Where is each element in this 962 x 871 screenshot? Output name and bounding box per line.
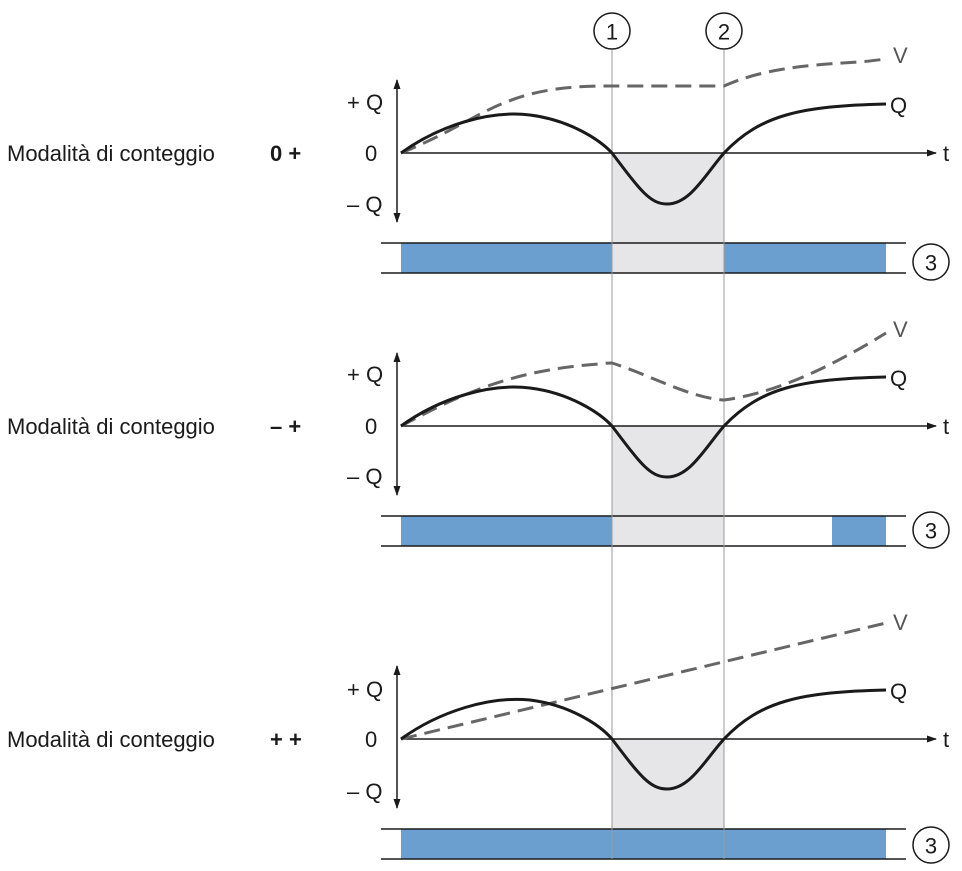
mode-label-panel-3: Modalità di conteggio [7,727,215,752]
t-label-panel-1: t [943,141,949,166]
output-bar-panel-1-a [401,243,612,273]
t-label-panel-2: t [943,414,949,439]
v-curve-panel-1 [400,57,887,155]
marker-3-label-panel-3: 3 [925,834,937,859]
marker-3-circle-panel-1 [912,243,950,281]
shade-panel-2 [612,426,724,546]
time-guide-lines [611,50,725,859]
mode-label-panel-1: Modalità di conteggio [7,141,215,166]
zero-label-panel-3: 0 [365,727,377,752]
output-bar-panel-3 [401,829,886,859]
marker-1-label: 1 [606,20,618,45]
marker-1-circle [593,12,631,50]
zero-label-panel-1: 0 [365,141,377,166]
q-curve-panel-2 [400,375,887,479]
marker-circles: 1 2 3 3 3 [593,12,950,864]
mode-label-panel-2: Modalità di conteggio [7,414,215,439]
mode-symbol-panel-3: + + [270,727,302,752]
minus-q-label-panel-2: – Q [347,464,382,489]
panel-3: + Q 0 – Q t Q V Modalità di conteggio + … [7,610,949,809]
q-label-panel-3: Q [890,679,907,704]
v-label-panel-1: V [893,43,908,68]
bar-frame-lines [381,242,906,860]
panel-2: + Q 0 – Q t Q V Modalità di conteggio – … [7,317,949,496]
plus-q-label-panel-2: + Q [347,362,383,387]
output-bar-panel-1-b [724,243,886,273]
zero-label-panel-2: 0 [365,414,377,439]
minus-q-label-panel-1: – Q [347,192,382,217]
output-bar-panel-2-a [401,516,612,546]
v-curve-panel-2 [400,331,887,428]
minus-q-label-panel-3: – Q [347,779,382,804]
mode-symbol-panel-2: – + [270,414,301,439]
marker-3-circle-panel-3 [912,826,950,864]
q-curve-panel-1 [400,102,887,206]
output-state-bars [401,243,886,859]
marker-2-label: 2 [718,20,730,45]
t-label-panel-3: t [943,727,949,752]
plus-q-label-panel-3: + Q [347,677,383,702]
q-curve-panel-3 [400,688,887,791]
panel-1: + Q 0 – Q t Q V Modalità di conteggio 0 … [7,43,949,223]
marker-3-circle-panel-2 [912,511,950,549]
shade-panel-1 [612,153,724,273]
mode-symbol-panel-1: 0 + [270,141,301,166]
negative-flow-shading [612,153,724,859]
marker-3-label-panel-1: 3 [925,251,937,276]
plus-q-label-panel-1: + Q [347,90,383,115]
marker-2-circle [705,12,743,50]
v-label-panel-3: V [893,610,908,635]
v-curve-panel-3 [400,621,887,741]
v-label-panel-2: V [893,317,908,342]
marker-3-label-panel-2: 3 [925,519,937,544]
q-label-panel-2: Q [890,366,907,391]
output-bar-panel-2-b [832,516,886,546]
q-label-panel-1: Q [890,93,907,118]
